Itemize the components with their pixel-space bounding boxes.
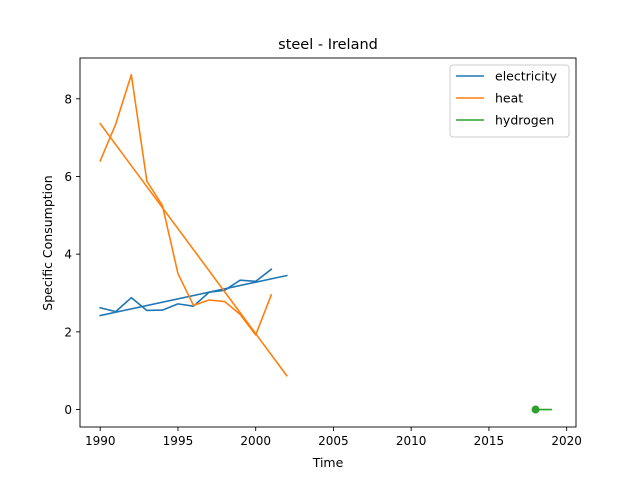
series-line-electricity-2 bbox=[99, 274, 288, 317]
x-tick-label: 2000 bbox=[240, 434, 271, 448]
x-tick-label: 2015 bbox=[474, 434, 505, 448]
data-point-hydrogen-1 bbox=[531, 405, 540, 414]
axes-frame bbox=[79, 57, 577, 428]
legend-label-hydrogen: hydrogen bbox=[495, 113, 554, 128]
legend-box bbox=[449, 64, 570, 138]
y-tick-label: 6 bbox=[64, 170, 72, 184]
legend-label-heat: heat bbox=[495, 91, 523, 106]
plot-area bbox=[79, 57, 577, 428]
x-tick-label: 2020 bbox=[551, 434, 582, 448]
x-axis-ticks: 1990 1995 2000 2005 2010 2015 2020 bbox=[85, 427, 582, 448]
y-tick-label: 8 bbox=[64, 92, 72, 106]
y-axis-ticks: 0 2 4 6 8 bbox=[64, 92, 80, 417]
series-line-heat-2 bbox=[99, 122, 288, 377]
legend-label-electricity: electricity bbox=[495, 69, 557, 84]
chart-title: steel - Ireland bbox=[278, 37, 378, 53]
x-tick-label: 2010 bbox=[396, 434, 427, 448]
x-tick-label: 2005 bbox=[318, 434, 349, 448]
y-tick-label: 2 bbox=[64, 325, 72, 339]
series-line-electricity-1 bbox=[99, 268, 273, 313]
x-tick-label: 1990 bbox=[85, 434, 116, 448]
legend: electricity heat hydrogen bbox=[449, 64, 570, 138]
series-line-heat-1 bbox=[99, 73, 273, 336]
x-tick-label: 1995 bbox=[163, 434, 194, 448]
y-axis-label: Specific Consumption bbox=[40, 175, 55, 310]
y-tick-label: 4 bbox=[64, 248, 72, 262]
y-tick-label: 0 bbox=[64, 403, 72, 417]
x-axis-label: Time bbox=[312, 455, 344, 470]
